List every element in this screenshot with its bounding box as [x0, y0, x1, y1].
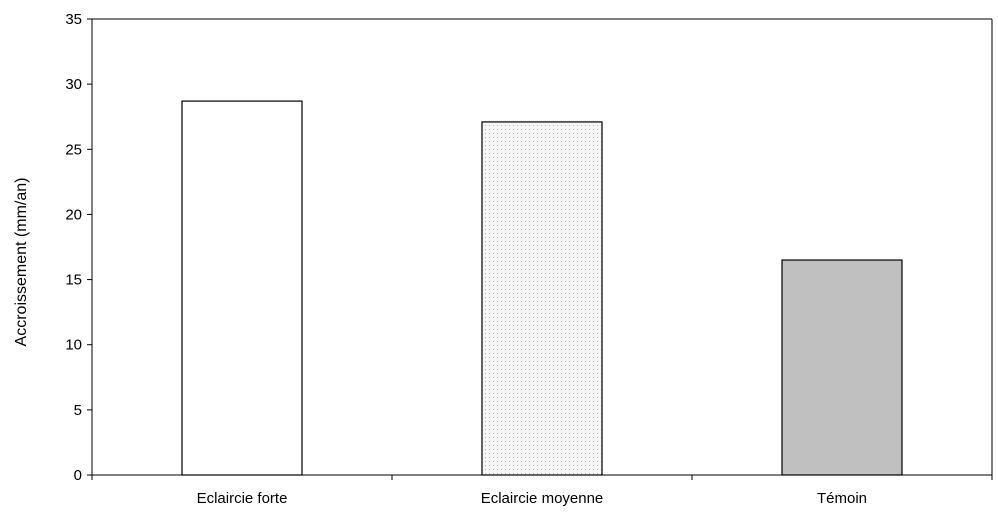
y-tick-label: 30 — [65, 76, 82, 93]
bar — [181, 100, 303, 476]
y-tick-label: 10 — [65, 337, 82, 354]
y-tick-label: 20 — [65, 206, 82, 223]
x-tick-label: Eclaircie moyenne — [481, 490, 604, 507]
y-tick-label: 35 — [65, 11, 82, 28]
x-tick-label: Témoin — [817, 490, 867, 507]
y-axis-title: Accroissement (mm/an) — [13, 178, 30, 347]
bar — [781, 259, 903, 476]
y-tick-label: 0 — [74, 467, 82, 484]
plot-area: 0 5 10 15 20 25 30 35 Eclaircie forte Eclaircie m… — [65, 11, 993, 507]
y-tick-label: 25 — [65, 141, 82, 158]
x-tick-label: Eclaircie forte — [197, 490, 288, 507]
bar — [481, 121, 603, 476]
y-tick-label: 15 — [65, 272, 82, 289]
y-tick-label: 5 — [74, 402, 82, 419]
